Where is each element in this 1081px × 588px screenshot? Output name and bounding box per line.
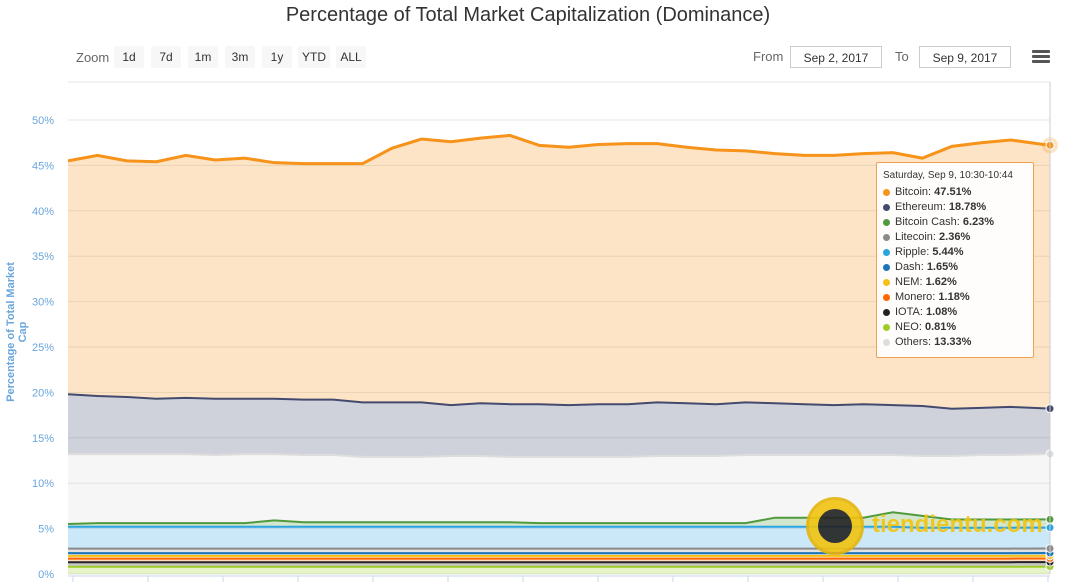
tooltip-row-bitcoin: Bitcoin: 47.51%: [883, 185, 1027, 200]
tooltip-row-others: Others: 13.33%: [883, 335, 1027, 350]
area-neo: [68, 566, 1050, 574]
y-tick-label: 35%: [32, 251, 54, 263]
hamburger-menu-icon[interactable]: [1032, 50, 1050, 64]
line-bitcoin-cash: [67, 511, 1051, 526]
line-others: [68, 453, 1051, 458]
tooltip-series-value: 1.08%: [925, 306, 958, 318]
tooltip-row-iota: IOTA: 1.08%: [883, 305, 1027, 320]
to-date-input[interactable]: Sep 9, 2017: [919, 46, 1011, 68]
y-tick-label: 15%: [32, 433, 54, 445]
y-tick-label: 30%: [32, 297, 54, 309]
line-bitcoin: [67, 133, 1051, 166]
zoom-1m-button[interactable]: 1m: [188, 46, 218, 68]
tooltip-row-monero: Monero: 1.18%: [883, 290, 1027, 305]
tooltip-series-value: 0.81%: [924, 321, 957, 333]
y-tick-label: 45%: [32, 160, 54, 172]
series-dot-icon: [883, 263, 890, 271]
series-dot-icon: [883, 293, 890, 301]
line-ethereum: [67, 393, 1051, 410]
watermark-logo: tiendientu.com: [806, 497, 1046, 559]
zoom-1d-button[interactable]: 1d: [114, 46, 144, 68]
series-dot-icon: [883, 188, 890, 196]
zoom-1y-button[interactable]: 1y: [262, 46, 292, 68]
tooltip-series-value: 1.18%: [938, 291, 970, 303]
tooltip-series-value: 18.78%: [948, 201, 987, 213]
tooltip-series-name: NEO: [895, 321, 919, 333]
tooltip-series-name: Bitcoin Cash: [895, 216, 957, 228]
series-dot-icon: [883, 248, 890, 256]
tooltip-series-name: Litecoin: [895, 231, 933, 243]
series-dot-icon: [883, 218, 890, 226]
zoom-ytd-button[interactable]: YTD: [298, 46, 330, 68]
chart-title: Percentage of Total Market Capitalizatio…: [285, 4, 771, 26]
from-date-input[interactable]: Sep 2, 2017: [790, 46, 882, 68]
area-others: [68, 454, 1050, 525]
tooltip-series-name: IOTA: [895, 306, 920, 318]
tooltip-row-ripple: Ripple: 5.44%: [883, 245, 1027, 260]
series-dot-icon: [883, 323, 890, 331]
tooltip-series-name: Monero: [895, 291, 933, 303]
series-dot-icon: [883, 203, 890, 211]
area-ripple: [68, 526, 1050, 549]
zoom-7d-button[interactable]: 7d: [151, 46, 181, 68]
y-tick-label: 20%: [32, 387, 54, 399]
zoom-3m-button[interactable]: 3m: [225, 46, 255, 68]
tooltip-row-bitcoin-cash: Bitcoin Cash: 6.23%: [883, 215, 1027, 230]
area-iota: [68, 562, 1050, 567]
tooltip-series-value: 1.65%: [926, 261, 959, 273]
tooltip-row-ethereum: Ethereum: 18.78%: [883, 200, 1027, 215]
to-label: To: [895, 49, 909, 64]
tooltip-row-dash: Dash: 1.65%: [883, 260, 1027, 275]
tooltip-row-nem: NEM: 1.62%: [883, 275, 1027, 290]
area-litecoin: [68, 548, 1050, 554]
zoom-all-button[interactable]: ALL: [336, 46, 366, 68]
y-tick-label: 40%: [32, 206, 54, 218]
tooltip-series-value: 47.51%: [934, 186, 972, 198]
watermark-text: tiendientu.com: [872, 511, 1043, 538]
coin-logo-icon: [806, 497, 864, 555]
series-dot-icon: [883, 308, 890, 316]
y-tick-label: 50%: [32, 115, 54, 127]
area-ethereum: [68, 394, 1050, 457]
area-bitcoin-cash: [68, 512, 1050, 528]
y-tick-label: 25%: [32, 342, 54, 354]
series-dot-icon: [883, 233, 890, 241]
y-tick-label: 10%: [32, 478, 54, 490]
line-ripple: [68, 525, 1051, 529]
tooltip-series-name: Others: [895, 336, 929, 348]
tooltip-series-value: 6.23%: [962, 216, 995, 228]
chart-tooltip: Saturday, Sep 9, 10:30-10:44 Bitcoin: 47…: [876, 162, 1034, 358]
series-dot-icon: [883, 338, 890, 346]
area-bitcoin: [68, 135, 1050, 409]
from-label: From: [753, 49, 784, 64]
tooltip-series-name: Dash: [895, 261, 921, 273]
tooltip-header: Saturday, Sep 9, 10:30-10:44: [883, 170, 1013, 181]
tooltip-series-name: NEM: [895, 276, 920, 288]
zoom-label: Zoom: [76, 50, 110, 65]
y-tick-label: 5%: [38, 524, 54, 536]
tooltip-series-name: Ethereum: [895, 201, 943, 213]
tooltip-row-litecoin: Litecoin: 2.36%: [883, 230, 1027, 245]
tooltip-row-neo: NEO: 0.81%: [883, 320, 1027, 335]
tooltip-series-value: 2.36%: [939, 231, 971, 243]
tooltip-series-value: 1.62%: [925, 276, 957, 288]
series-dot-icon: [883, 278, 890, 286]
y-tick-label: 0%: [38, 569, 54, 581]
tooltip-series-name: Bitcoin: [895, 186, 929, 198]
tooltip-series-value: 13.33%: [934, 336, 972, 348]
tooltip-series-value: 5.44%: [932, 246, 964, 258]
tooltip-series-name: Ripple: [895, 246, 927, 258]
